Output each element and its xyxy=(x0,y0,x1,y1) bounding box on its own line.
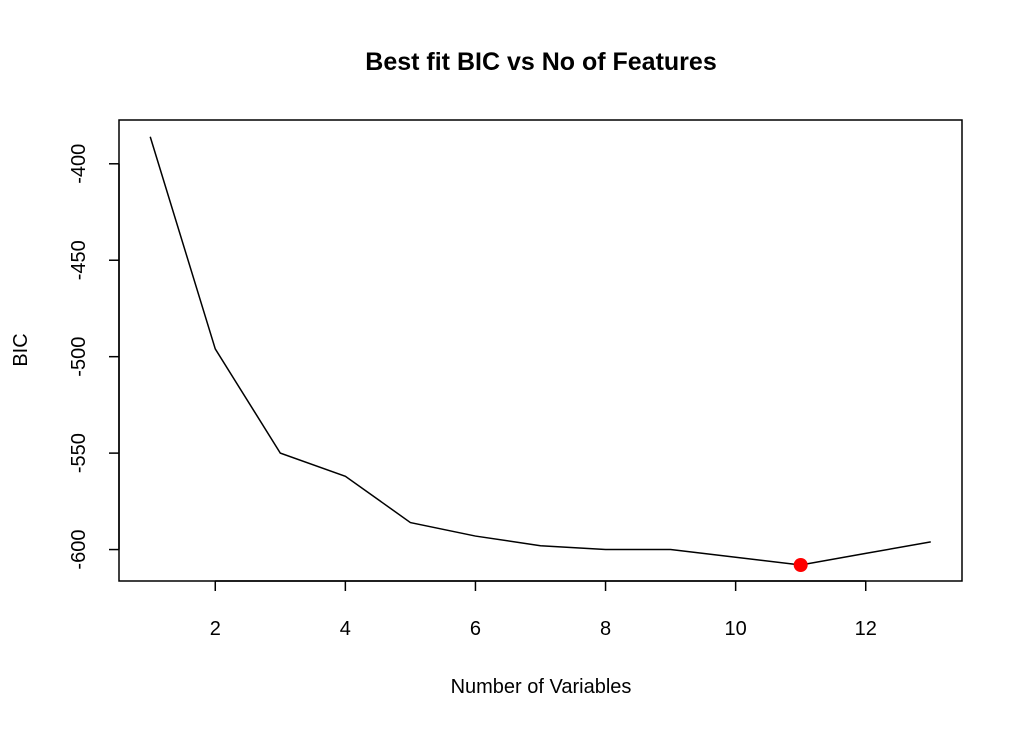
y-tick-label: -600 xyxy=(68,530,90,570)
x-tick-label: 4 xyxy=(340,618,351,640)
x-axis: 2 4 6 8 10 12 xyxy=(210,580,877,640)
y-axis: -400 -450 -500 -550 -600 xyxy=(68,144,120,570)
x-tick-label: 12 xyxy=(855,618,877,640)
y-axis-label: BIC xyxy=(10,333,32,366)
y-tick-label: -550 xyxy=(68,433,90,473)
x-tick-label: 8 xyxy=(600,618,611,640)
y-tick-label: -400 xyxy=(68,144,90,184)
series-layer xyxy=(149,136,931,572)
y-tick-label: -450 xyxy=(68,240,90,280)
chart-title: Best fit BIC vs No of Features xyxy=(365,48,716,76)
plot-frame xyxy=(118,119,963,582)
x-tick-label: 10 xyxy=(725,618,747,640)
y-tick-label: -500 xyxy=(68,337,90,377)
x-tick-label: 6 xyxy=(470,618,481,640)
minimum-bic-point xyxy=(793,557,808,572)
x-axis-label: Number of Variables xyxy=(451,676,632,698)
x-tick-label: 2 xyxy=(210,618,221,640)
bic-series-line xyxy=(149,136,931,566)
